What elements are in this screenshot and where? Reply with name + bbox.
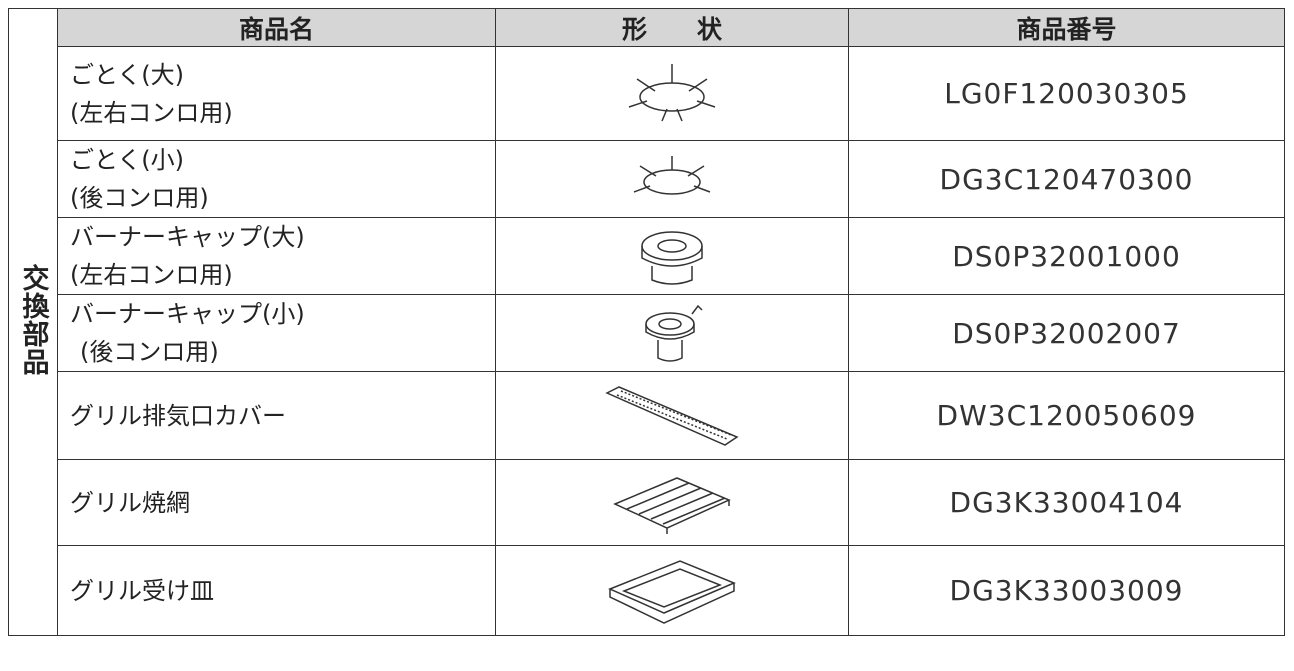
header: 商品番号: [848, 8, 1285, 47]
part-number: DS0P32001000: [848, 217, 1285, 295]
header-row: 交換部品 商品名 形 状 商品番号: [8, 8, 1285, 636]
name: (左右コンロ用): [70, 261, 233, 289]
name-cell: ごとく(小) (後コンロ用): [57, 140, 496, 218]
grill-exhaust-cover: [605, 385, 739, 446]
row: グリル焼網 DG3K33004104: [9, 459, 1285, 546]
name-cell: グリル排気口カバー: [57, 371, 496, 460]
side-label: 交換部品: [17, 264, 49, 376]
name: グリル受け皿: [70, 576, 214, 605]
shape-cell: [495, 217, 849, 295]
shape-cell: [495, 545, 849, 636]
shape-cell: [495, 46, 849, 141]
name: グリル排気口カバー: [70, 401, 286, 430]
shape-cell: [495, 140, 849, 218]
name: バーナーキャップ(大): [70, 223, 305, 251]
name-cell: グリル受け皿: [57, 545, 496, 636]
row: バーナーキャップ(大) (左右コンロ用) DS0P32001000: [9, 217, 1285, 295]
part-number: DG3K33003009: [848, 545, 1285, 636]
trivet-small: [633, 156, 711, 195]
shape-cell: [495, 459, 849, 546]
row: グリル受け皿 DG3K33003009: [9, 545, 1285, 636]
grill-tray: [608, 559, 736, 624]
name-cell: バーナーキャップ(小) (後コンロ用): [57, 294, 496, 372]
trivet-large: [628, 63, 716, 121]
side-cell: 交換部品: [8, 8, 58, 636]
name: (後コンロ用): [70, 184, 209, 212]
name: バーナーキャップ(小): [70, 300, 305, 328]
part-number: DS0P32002007: [848, 294, 1285, 372]
shape-cell: [495, 371, 849, 460]
part-number: DG3K33004104: [848, 459, 1285, 546]
burner-cap-small: [645, 304, 703, 362]
name: (左右コンロ用): [70, 98, 233, 127]
header: 形 状: [495, 8, 849, 47]
name: ごとく(大): [70, 60, 185, 89]
row: グリル排気口カバー DW3C120050609: [9, 371, 1285, 460]
name: グリル焼網: [70, 488, 190, 517]
header: 商品名: [57, 8, 496, 47]
name: ごとく(小): [70, 146, 185, 174]
name: (後コンロ用): [80, 338, 219, 366]
name-cell: ごとく(大) (左右コンロ用): [57, 46, 496, 141]
shape-cell: [495, 294, 849, 372]
parts-table: 交換部品 商品名 形 状 商品番号 ごとく(大) (左右コンロ用) LG0F120…: [8, 8, 1285, 636]
part-number: DG3C120470300: [848, 140, 1285, 218]
row: ごとく(大) (左右コンロ用) LG0F120030305: [9, 46, 1285, 141]
grill-grate: [613, 476, 731, 534]
name-cell: バーナーキャップ(大) (左右コンロ用): [57, 217, 496, 295]
name-cell: グリル焼網: [57, 459, 496, 546]
part-number: DW3C120050609: [848, 371, 1285, 460]
row: ごとく(小) (後コンロ用) DG3C120470300: [9, 140, 1285, 218]
row: バーナーキャップ(小) (後コンロ用) DS0P32002007: [9, 294, 1285, 372]
burner-cap-large: [641, 231, 703, 285]
part-number: LG0F120030305: [848, 46, 1285, 141]
